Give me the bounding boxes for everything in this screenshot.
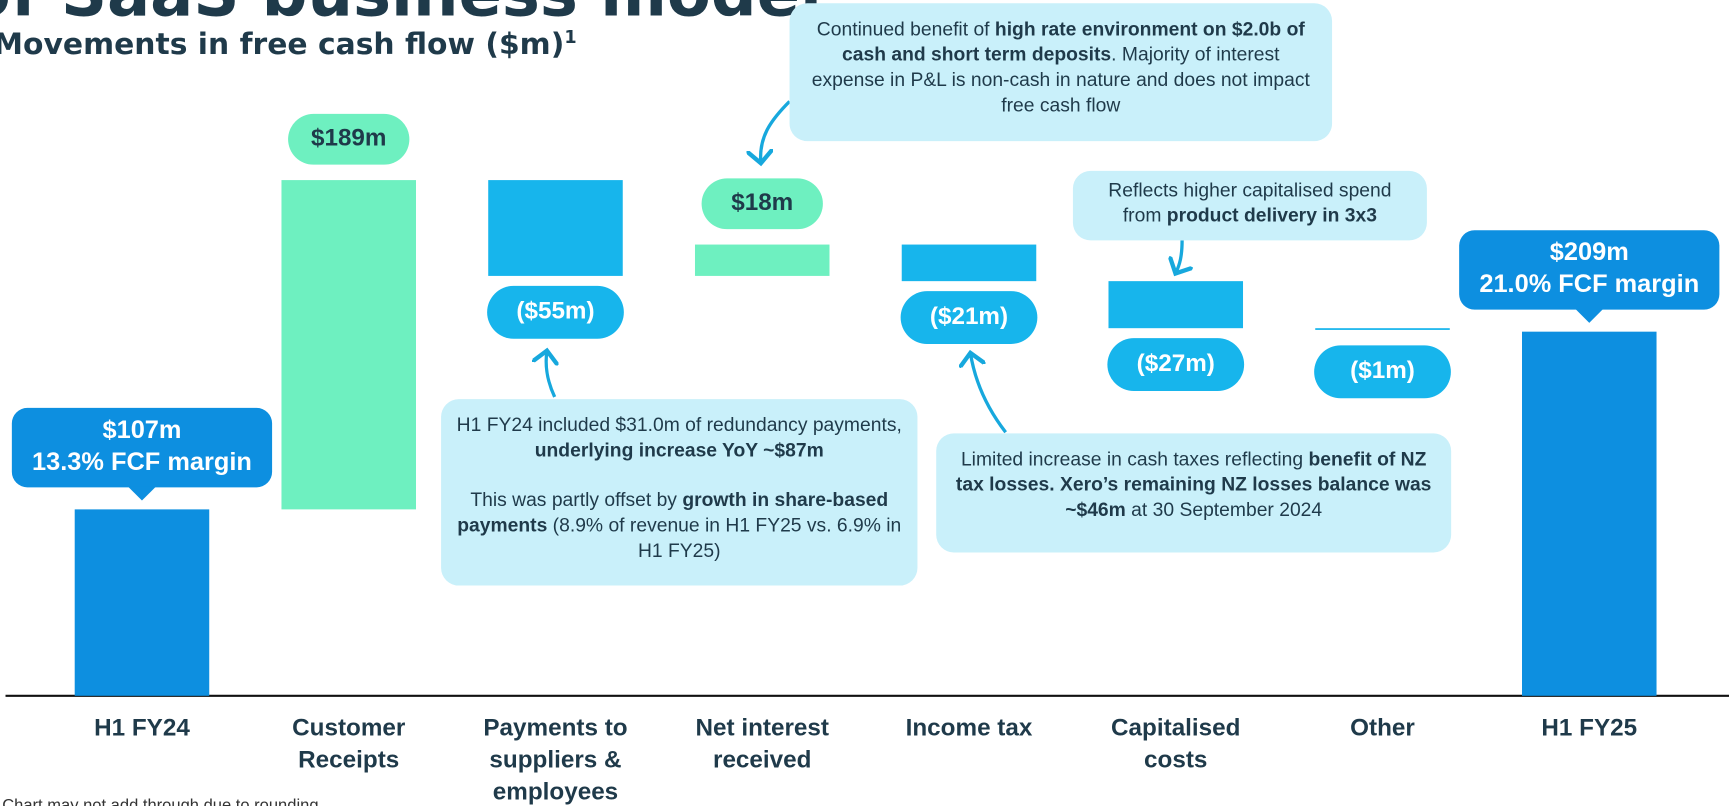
value-pill bbox=[900, 291, 1038, 344]
callout-paragraph: Reflects higher capitalised spend from p… bbox=[1088, 178, 1411, 229]
value-label: ($21m) bbox=[930, 303, 1008, 330]
callout-text: Reflects higher capitalised spend from bbox=[1108, 178, 1392, 227]
x-tick-label: Income tax bbox=[905, 713, 1033, 742]
callout-paragraph: H1 FY24 included $31.0m of redundancy pa… bbox=[457, 412, 902, 463]
arrow bbox=[970, 353, 1007, 434]
footnote: Chart may not add through due to roundin… bbox=[2, 796, 319, 806]
value-label: $107m bbox=[102, 416, 181, 444]
x-tick-label: Capitalised costs bbox=[1111, 713, 1241, 773]
x-tick-label: Net interest received bbox=[695, 713, 829, 773]
total-label-box bbox=[1459, 230, 1720, 310]
arrow bbox=[1175, 240, 1182, 273]
arrow bbox=[761, 100, 791, 163]
callout-text: benefit of NZ tax losses. Xero’s remaini… bbox=[955, 447, 1432, 521]
value-label: ($27m) bbox=[1137, 350, 1215, 377]
value-label: $209m bbox=[1550, 238, 1629, 266]
callout-text: This was partly offset by bbox=[470, 488, 683, 511]
callout-paragraph: Continued benefit of high rate environme… bbox=[805, 17, 1317, 118]
x-tick-label: Payments to suppliers & employees bbox=[483, 713, 628, 805]
value-pill bbox=[288, 113, 410, 165]
value-label: $18m bbox=[731, 189, 793, 216]
x-tick-label: H1 FY25 bbox=[1541, 713, 1638, 742]
footnote-marker: 1 bbox=[564, 26, 577, 48]
value-pill bbox=[1107, 338, 1245, 392]
callout-paragraph: Limited increase in cash taxes reflectin… bbox=[952, 447, 1436, 523]
total-label-box bbox=[11, 407, 273, 488]
value-label: $189m bbox=[311, 125, 387, 152]
callout-text: (8.9% of revenue in H1 FY25 vs. 6.9% in … bbox=[547, 513, 902, 562]
callout: Continued benefit of high rate environme… bbox=[789, 3, 1333, 142]
bar bbox=[901, 244, 1037, 282]
margin-label: 21.0% FCF margin bbox=[1479, 270, 1699, 298]
margin-label: 13.3% FCF margin bbox=[32, 448, 252, 476]
bar bbox=[1315, 328, 1450, 330]
callout-text: growth in share-based payments bbox=[457, 488, 889, 536]
callout-text: Limited increase in cash taxes reflectin… bbox=[960, 447, 1309, 470]
bar bbox=[488, 180, 623, 276]
value-label: ($55m) bbox=[516, 298, 594, 325]
x-tick-label: Customer Receipts bbox=[292, 713, 406, 773]
bar bbox=[1522, 331, 1657, 696]
callout: Reflects higher capitalised spend from p… bbox=[1072, 170, 1427, 241]
bar bbox=[74, 509, 210, 696]
x-tick-label: H1 FY24 bbox=[94, 713, 190, 742]
subtitle: Movements in free cash flow ($m)1 bbox=[0, 26, 577, 61]
value-pill bbox=[1314, 345, 1451, 399]
value-label: ($1m) bbox=[1350, 357, 1415, 384]
callout-text: . Majority of interest expense in P&L is… bbox=[811, 43, 1310, 116]
arrow bbox=[546, 351, 555, 398]
callout-text: at 30 September 2024 bbox=[1125, 498, 1323, 521]
subtitle-text: Movements in free cash flow ($m) bbox=[0, 27, 565, 62]
callout-text: underlying increase YoY ~$87m bbox=[534, 438, 824, 461]
callout-text: H1 FY24 included $31.0m of redundancy pa… bbox=[456, 413, 902, 436]
bar bbox=[281, 180, 416, 510]
total-label-pointer bbox=[1574, 308, 1604, 323]
callout: H1 FY24 included $31.0m of redundancy pa… bbox=[441, 399, 918, 586]
x-tick-label: Other bbox=[1350, 713, 1415, 742]
callout: Limited increase in cash taxes reflectin… bbox=[936, 433, 1452, 553]
title: of SaaS business model bbox=[0, 0, 822, 31]
bar bbox=[694, 244, 830, 276]
value-pill bbox=[701, 178, 823, 230]
callout-text: product delivery in 3x3 bbox=[1166, 203, 1377, 227]
callout-text: high rate environment on $2.0b of cash a… bbox=[842, 17, 1305, 66]
bar bbox=[1108, 281, 1244, 329]
callout-paragraph: This was partly offset by growth in shar… bbox=[457, 487, 902, 563]
callout-text: Continued benefit of bbox=[816, 17, 995, 40]
total-label-pointer bbox=[127, 486, 157, 501]
value-pill bbox=[487, 285, 624, 339]
